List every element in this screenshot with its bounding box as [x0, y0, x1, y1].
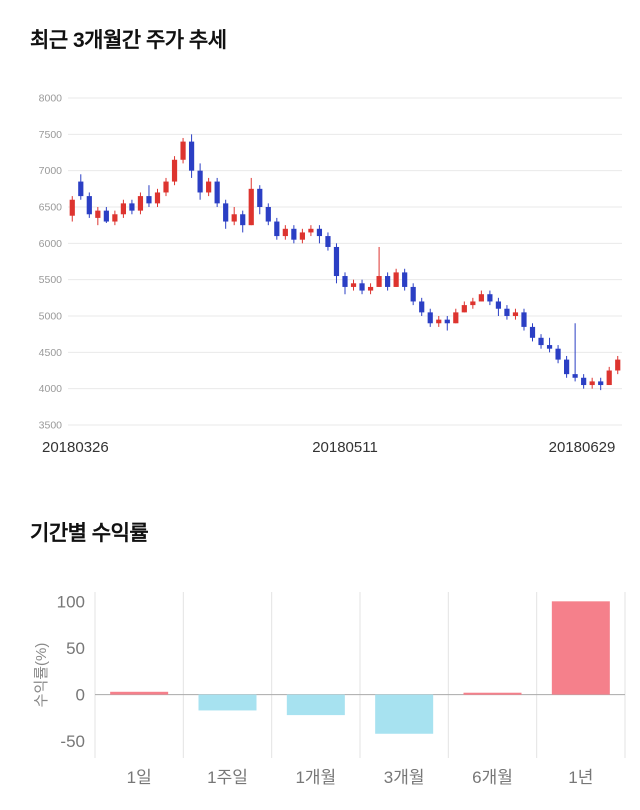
bar — [286, 694, 345, 716]
candle-body — [589, 381, 595, 386]
candlestick-chart: 3500 4000 4500 5000 5500 6000 6500 7000 7500 8000… — [39, 93, 622, 456]
candle-body — [385, 276, 391, 287]
candle-body — [453, 312, 459, 324]
returns-bar-chart: 100 50 0 -50 1일 1주일 1개월 3개월 6개월 1년 수익률(%) — [33, 592, 626, 787]
category-label: 1일 — [127, 768, 152, 787]
candle-body — [359, 283, 365, 291]
category-label: 3개월 — [384, 768, 425, 787]
bar — [375, 694, 434, 734]
candle-body — [69, 199, 75, 216]
candle-body — [555, 348, 561, 360]
candle-body — [146, 196, 152, 204]
x-tick-label: 20180326 — [42, 439, 109, 456]
bar — [463, 692, 522, 695]
candle-body — [504, 308, 510, 316]
candle-body — [350, 283, 357, 287]
candle-body — [581, 377, 587, 386]
candle-body — [325, 236, 331, 247]
candle-body — [299, 232, 305, 240]
y-tick-label: 7500 — [39, 129, 63, 141]
candle-body — [598, 381, 604, 386]
candle-body — [171, 159, 178, 182]
bar — [110, 691, 169, 695]
candle-body — [257, 188, 263, 207]
candle-body — [240, 214, 246, 226]
candle-body — [342, 276, 348, 287]
y-tick-label: 5500 — [39, 274, 63, 286]
x-tick-label: 20180511 — [312, 439, 378, 456]
candle-body — [470, 301, 476, 306]
category-label: 1개월 — [295, 768, 336, 787]
y-tick-label: 50 — [66, 639, 85, 658]
candle-body — [333, 246, 340, 277]
y-tick-label: 4000 — [39, 383, 63, 395]
candle-body — [546, 345, 553, 349]
candle-body — [308, 228, 314, 233]
returns-chart-title: 기간별 수익률 — [30, 522, 149, 545]
candle-body — [188, 141, 195, 171]
category-label: 1년 — [568, 768, 593, 787]
candle-body — [538, 337, 544, 346]
candle-body — [282, 228, 288, 237]
bar — [198, 694, 257, 711]
candle-body — [103, 210, 109, 222]
candle-body — [606, 370, 612, 386]
category-label: 1주일 — [207, 768, 248, 787]
candle-body — [274, 221, 280, 237]
candle-body — [265, 207, 271, 222]
candle-body — [495, 301, 502, 309]
bar — [551, 601, 610, 695]
y-axis-label: 수익률(%) — [33, 643, 50, 708]
y-tick-label: 6500 — [39, 202, 63, 214]
candle-body — [572, 374, 578, 378]
candle-body — [402, 272, 408, 287]
candle-body — [436, 319, 442, 324]
candle-body — [223, 203, 229, 222]
candle-body — [180, 141, 186, 160]
candle-body — [112, 214, 118, 222]
candle-body — [137, 196, 144, 211]
y-tick-label: 3500 — [39, 420, 63, 432]
y-tick-label: -50 — [60, 732, 85, 751]
y-tick-label: 8000 — [39, 93, 63, 105]
y-tick-label: 4500 — [39, 347, 63, 359]
candle-body — [427, 312, 433, 324]
candle-body — [78, 181, 84, 197]
candle-body — [129, 203, 135, 211]
y-tick-label: 5000 — [39, 311, 63, 323]
price-chart-title: 최근 3개월간 주가 추세 — [30, 29, 227, 52]
candle-body — [120, 203, 126, 215]
candle-body — [615, 359, 621, 371]
candle-body — [231, 214, 237, 222]
candle-body — [95, 210, 101, 218]
candle-body — [291, 228, 297, 240]
candle-body — [163, 181, 169, 193]
candle-body — [444, 319, 450, 324]
candle-body — [393, 272, 399, 287]
candle-body — [248, 188, 254, 226]
candle-body — [512, 312, 519, 316]
y-tick-label: 6000 — [39, 238, 63, 250]
candle-body — [316, 228, 323, 237]
candle-body — [461, 305, 467, 313]
y-tick-label: 7000 — [39, 165, 63, 177]
y-tick-label: 100 — [57, 592, 85, 611]
y-tick-label: 0 — [76, 686, 85, 705]
candle-body — [564, 359, 570, 375]
candle-body — [206, 181, 212, 193]
candle-body — [154, 192, 161, 204]
candle-body — [367, 286, 374, 291]
candle-body — [487, 294, 493, 302]
candle-body — [529, 326, 536, 338]
candle-body — [197, 170, 203, 193]
x-tick-label: 20180629 — [549, 439, 616, 456]
candle-body — [86, 196, 92, 215]
category-label: 6개월 — [472, 768, 513, 787]
candle-body — [410, 286, 416, 302]
candle-body — [521, 312, 527, 327]
candle-body — [478, 294, 484, 302]
candle-body — [376, 276, 382, 287]
candle-body — [419, 301, 425, 313]
candle-body — [214, 181, 220, 204]
